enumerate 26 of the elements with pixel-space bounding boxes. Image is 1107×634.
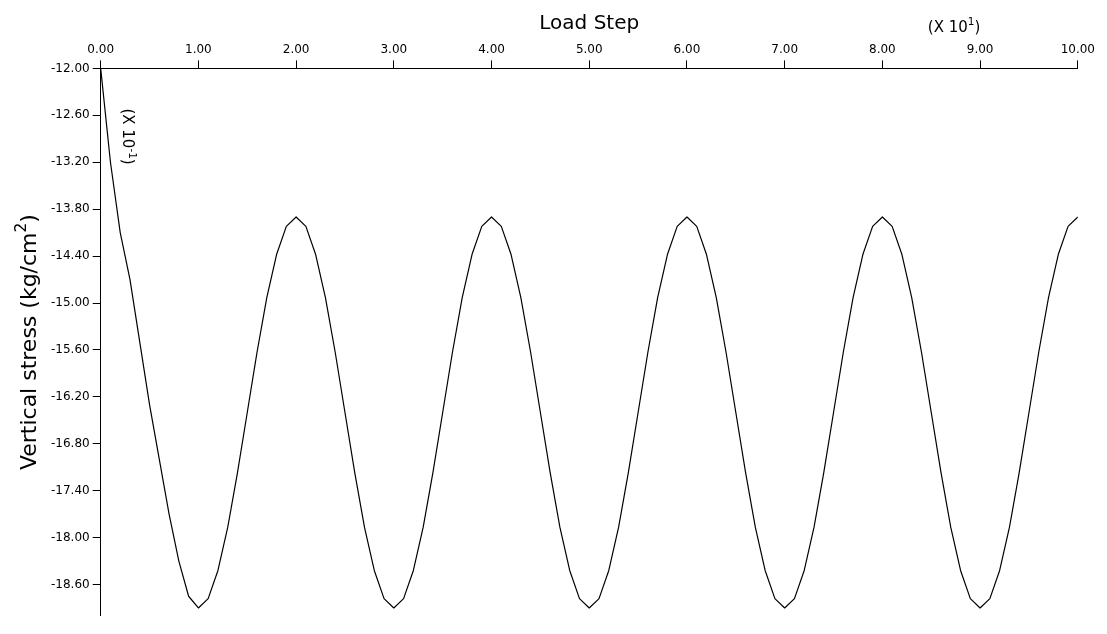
x-tick-label: 3.00 [380, 42, 408, 57]
y-tick-label: -15.00 [51, 295, 90, 310]
x-tick-label: 4.00 [478, 42, 505, 57]
y-tick-label: -17.40 [51, 482, 90, 497]
y-tick-label: -13.80 [51, 201, 90, 216]
y-tick-label: -14.40 [51, 248, 90, 263]
x-tick-label: 7.00 [771, 42, 799, 57]
x-tick-label: 8.00 [869, 42, 896, 57]
x-tick-label: 5.00 [575, 42, 603, 57]
x-tick-label: 9.00 [966, 42, 994, 57]
y-tick-label: -18.60 [51, 576, 90, 591]
y-tick-label: -12.60 [51, 107, 90, 122]
x-tick-label: 1.00 [185, 42, 212, 57]
y-tick-label: -18.00 [51, 529, 90, 544]
y-axis-title: Vertical stress (kg/cm2) [12, 214, 41, 471]
y-tick-label: -16.20 [51, 388, 90, 403]
annotation: (X 10-1) [118, 108, 140, 165]
y-tick-label: -15.60 [51, 342, 90, 357]
x-tick-label: 6.00 [673, 42, 701, 57]
y-tick-label: -16.80 [51, 435, 90, 450]
x-tick-label: 2.00 [282, 42, 310, 57]
x-tick-label: 0.00 [87, 42, 115, 57]
y-tick-label: -12.00 [51, 60, 90, 75]
y-tick-label: -13.20 [51, 154, 90, 169]
x-axis-title: Load Step [539, 10, 640, 35]
x-tick-label: 10.00 [1060, 42, 1095, 57]
